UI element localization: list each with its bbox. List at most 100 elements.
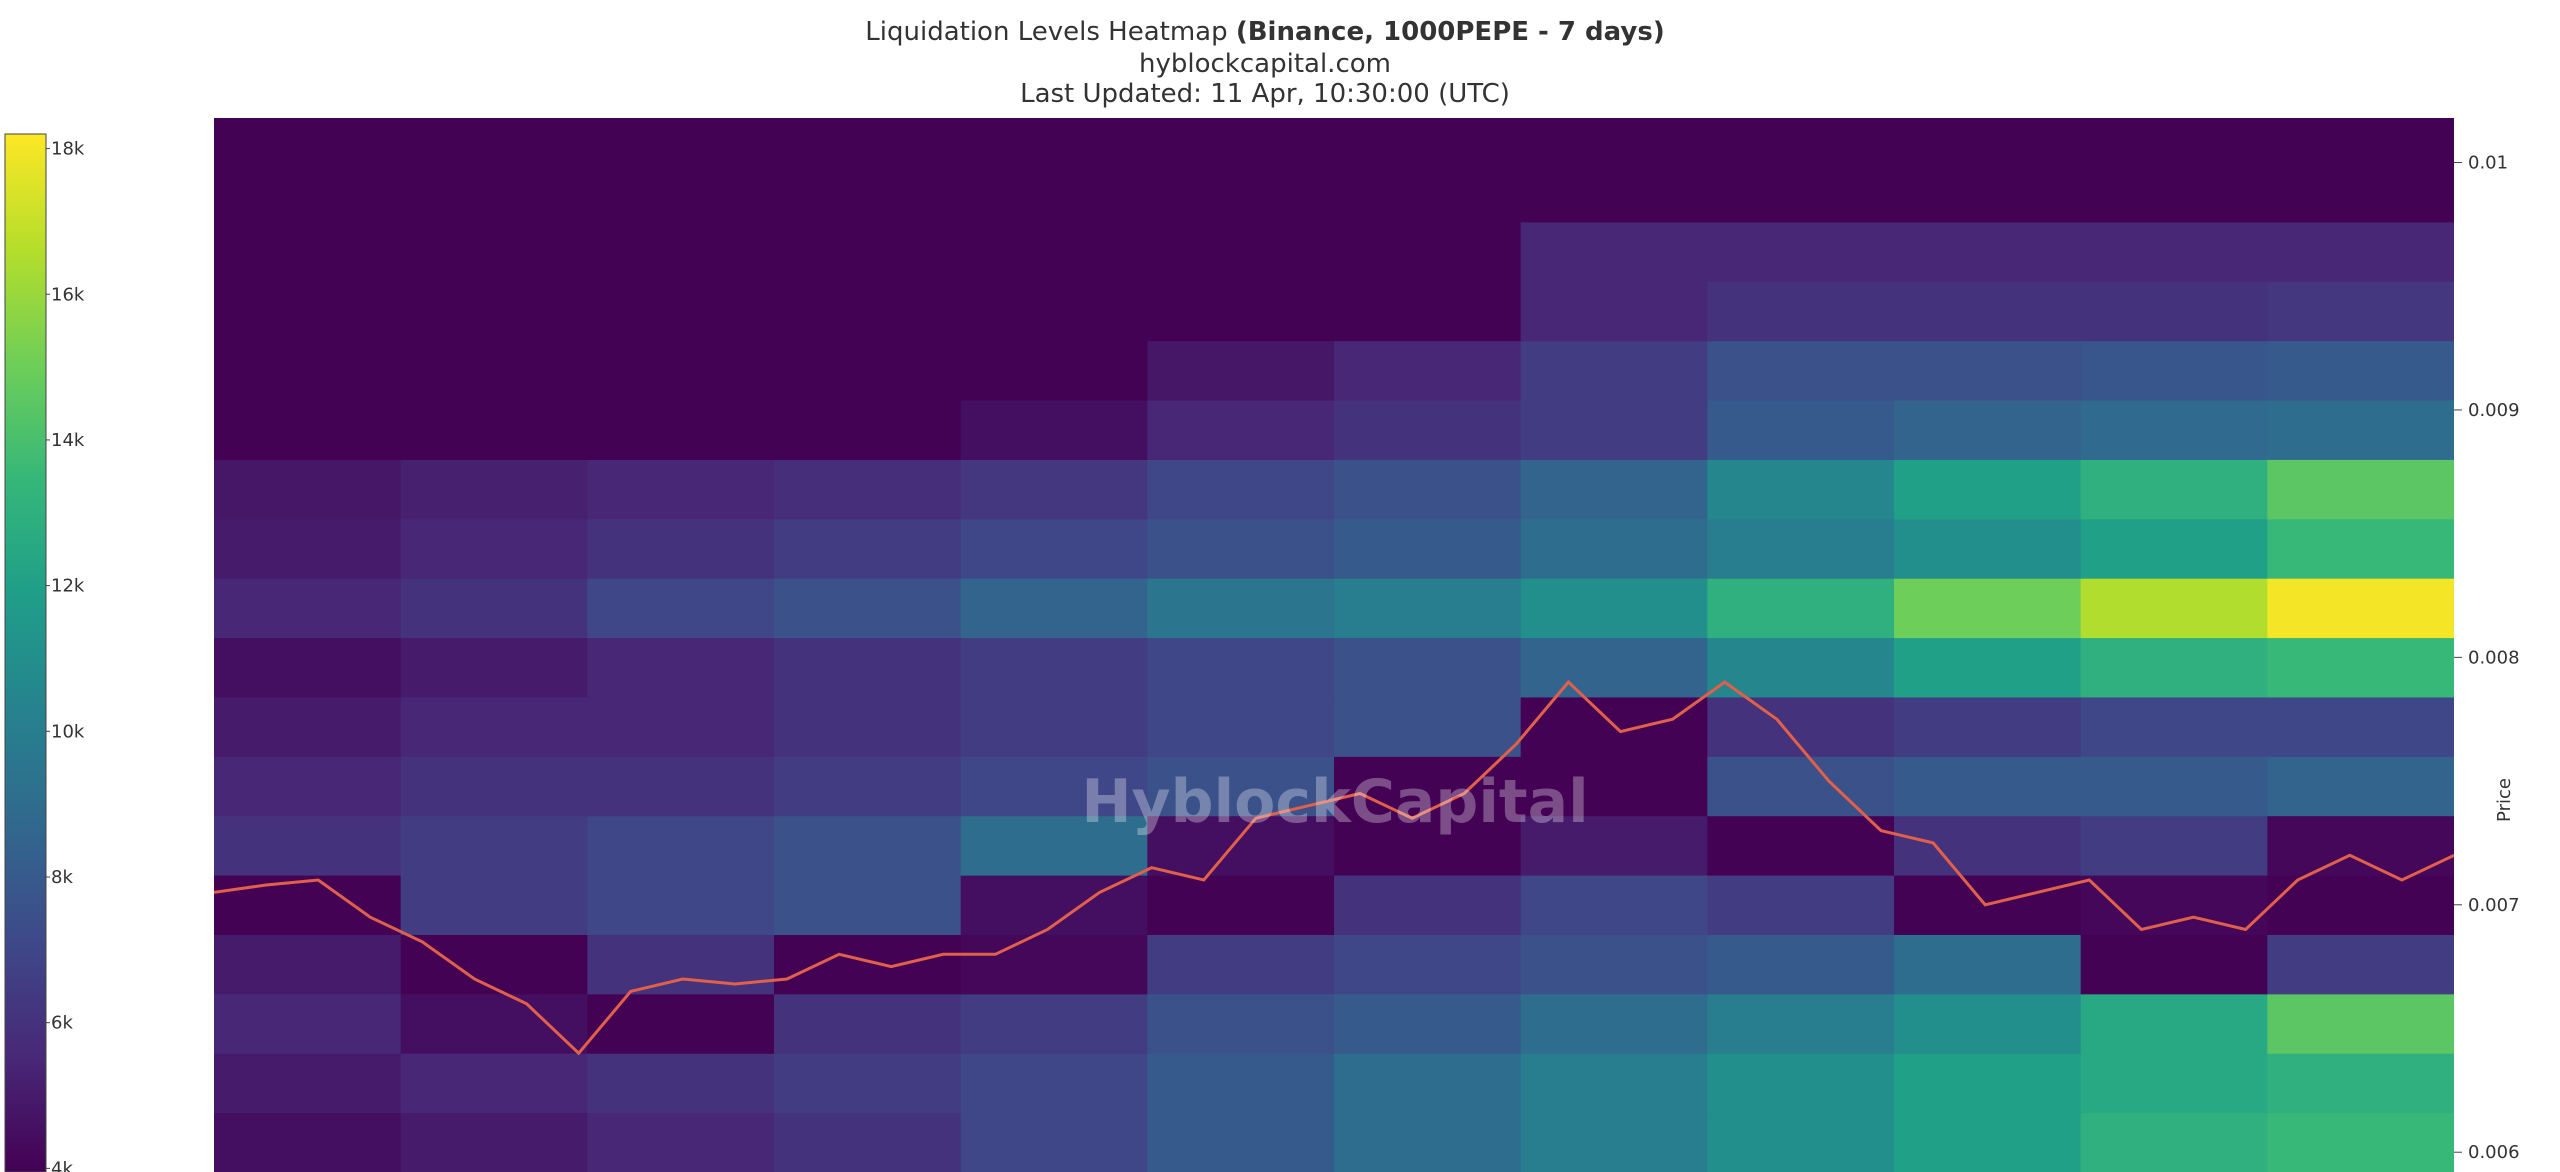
heat-cell: [1894, 118, 2082, 164]
heat-cell: [1894, 400, 2082, 460]
heat-cell: [1707, 1112, 1895, 1172]
heat-cell: [587, 637, 775, 698]
heat-cell: [2080, 221, 2268, 282]
heat-cell: [214, 578, 402, 639]
heat-cell: [1894, 934, 2082, 995]
title-text: Liquidation Levels Heatmap: [865, 17, 1227, 47]
heat-cell: [774, 993, 962, 1054]
watermark: HyblockCapital: [1081, 767, 1588, 837]
colorbar-tick-label: 14k: [51, 430, 85, 451]
heat-cell: [960, 118, 1148, 164]
heat-cell: [400, 578, 588, 639]
heat-cell: [2267, 340, 2454, 401]
heat-cell: [774, 934, 962, 995]
heat-cell: [1334, 221, 1522, 282]
heat-cell: [1894, 637, 2082, 698]
heat-cell: [1520, 993, 1708, 1054]
heat-cell: [400, 400, 588, 460]
heat-cell: [2080, 459, 2268, 520]
heat-cell: [960, 815, 1148, 876]
heat-cell: [960, 221, 1148, 282]
heat-cell: [2267, 221, 2454, 282]
heat-cell: [2080, 934, 2268, 995]
heat-cell: [1334, 993, 1522, 1054]
heat-cell: [1147, 1053, 1335, 1114]
heat-cell: [1707, 578, 1895, 639]
heat-cell: [587, 1112, 775, 1172]
heat-cell: [2267, 875, 2454, 935]
heat-cell: [1894, 518, 2082, 579]
y-axis-title: Price: [2494, 778, 2515, 822]
heat-cell: [1894, 221, 2082, 282]
heat-cell: [2080, 400, 2268, 460]
heat-cell: [1894, 815, 2082, 876]
heat-cell: [960, 578, 1148, 639]
heat-cell: [1147, 637, 1335, 698]
heat-cell: [774, 815, 962, 876]
heat-cell: [960, 281, 1148, 342]
heat-cell: [774, 1112, 962, 1172]
heat-cell: [2267, 400, 2454, 460]
heat-cell: [1334, 340, 1522, 401]
heat-cell: [1894, 756, 2082, 817]
heat-cell: [774, 637, 962, 698]
heat-cell: [2080, 281, 2268, 342]
heat-cell: [774, 756, 962, 817]
heat-cell: [774, 459, 962, 520]
heat-cell: [1707, 340, 1895, 401]
heat-cell: [1520, 815, 1708, 876]
heat-cell: [2267, 459, 2454, 520]
heat-cell: [1334, 400, 1522, 460]
heat-cell: [1707, 459, 1895, 520]
heat-cell: [1520, 1112, 1708, 1172]
heat-cell: [1147, 518, 1335, 579]
heat-cell: [1707, 118, 1895, 164]
heat-cell: [960, 1053, 1148, 1114]
heat-cell: [400, 815, 588, 876]
last-updated: Last Updated: 11 Apr, 10:30:00 (UTC): [1020, 79, 1510, 109]
heat-cell: [400, 459, 588, 520]
colorbar-tick-label: 8k: [51, 867, 73, 888]
heat-cell: [2080, 518, 2268, 579]
heat-cell: [400, 518, 588, 579]
heat-cell: [587, 221, 775, 282]
heat-cell: [1147, 162, 1335, 223]
heat-cell: [214, 340, 402, 401]
heat-cell: [1707, 518, 1895, 579]
heat-cell: [2267, 696, 2454, 757]
heat-cell: [400, 696, 588, 757]
heat-cell: [1520, 340, 1708, 401]
heat-cell: [587, 400, 775, 460]
heat-cell: [214, 518, 402, 579]
heat-cell: [214, 400, 402, 460]
heat-cell: [400, 934, 588, 995]
heat-cell: [1334, 1112, 1522, 1172]
heat-cell: [1147, 578, 1335, 639]
heat-cell: [1334, 459, 1522, 520]
colorbar: [4, 133, 47, 1172]
heat-cell: [214, 281, 402, 342]
heat-cell: [587, 118, 775, 164]
heat-cell: [1334, 1053, 1522, 1114]
heat-cell: [400, 875, 588, 935]
heat-cell: [2267, 637, 2454, 698]
heat-cell: [1334, 875, 1522, 935]
title-bold: (Binance, 1000PEPE - 7 days): [1236, 17, 1665, 47]
heat-cell: [587, 281, 775, 342]
heat-cell: [214, 875, 402, 935]
heat-cell: [1147, 340, 1335, 401]
heat-cell: [2080, 1112, 2268, 1172]
heat-cell: [1147, 118, 1335, 164]
heat-cell: [1707, 934, 1895, 995]
heat-cell: [1520, 637, 1708, 698]
heat-cell: [1894, 1053, 2082, 1114]
heat-cell: [214, 815, 402, 876]
heat-cell: [1147, 1112, 1335, 1172]
colorbar-tick-label: 6k: [51, 1013, 73, 1034]
heat-cell: [1147, 221, 1335, 282]
heat-cell: [587, 518, 775, 579]
subtitle: hyblockcapital.com: [1139, 49, 1391, 79]
heat-cell: [214, 221, 402, 282]
heat-cell: [1520, 934, 1708, 995]
